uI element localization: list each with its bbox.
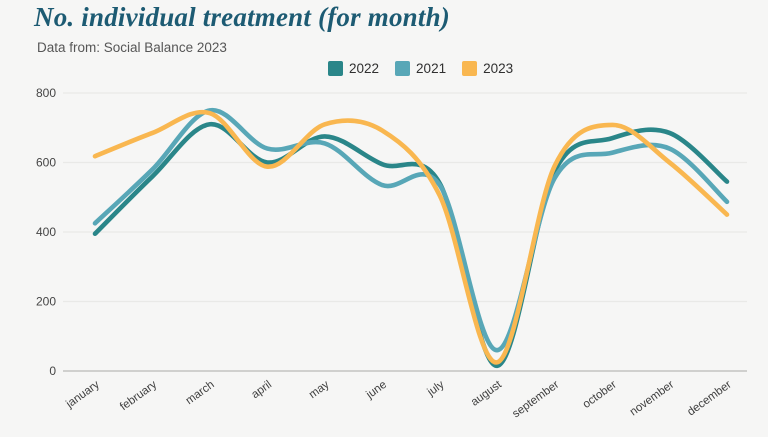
legend-label: 2023 <box>483 61 514 76</box>
y-tick-label: 200 <box>36 295 56 309</box>
legend-swatch-2023 <box>462 61 478 76</box>
y-tick-label: 800 <box>36 86 56 100</box>
legend-swatch-2022 <box>328 61 343 76</box>
x-tick-label: february <box>118 379 159 414</box>
page-subtitle: Data from: Social Balance 2023 <box>37 40 227 55</box>
line-2021 <box>92 108 730 353</box>
x-tick-label: march <box>184 379 217 407</box>
page-title: No. individual treatment (for month) <box>34 2 450 32</box>
legend-item-2022[interactable]: 2022 <box>328 61 379 76</box>
x-tick-label: october <box>581 379 619 411</box>
x-tick-label: may <box>307 379 332 402</box>
legend-swatch-2021 <box>395 61 411 76</box>
y-tick-label: 0 <box>49 364 56 378</box>
line-2023 <box>92 109 730 365</box>
x-tick-label: april <box>249 379 274 401</box>
x-tick-label: august <box>469 378 505 408</box>
legend-item-2021[interactable]: 2021 <box>395 61 446 76</box>
legend-label: 2021 <box>416 61 447 76</box>
chart-legend: 2022 2021 2023 <box>328 61 513 76</box>
x-tick-label: december <box>685 379 734 419</box>
y-tick-label: 600 <box>36 156 56 170</box>
line-2022 <box>92 121 730 369</box>
x-tick-label: july <box>425 379 447 400</box>
x-tick-label: november <box>628 379 677 419</box>
y-tick-label: 400 <box>36 225 56 239</box>
legend-label: 2022 <box>349 61 380 76</box>
x-tick-label: september <box>510 379 561 421</box>
x-tick-label: january <box>63 379 102 412</box>
legend-item-2023[interactable]: 2023 <box>462 61 513 76</box>
x-tick-label: june <box>364 379 389 402</box>
